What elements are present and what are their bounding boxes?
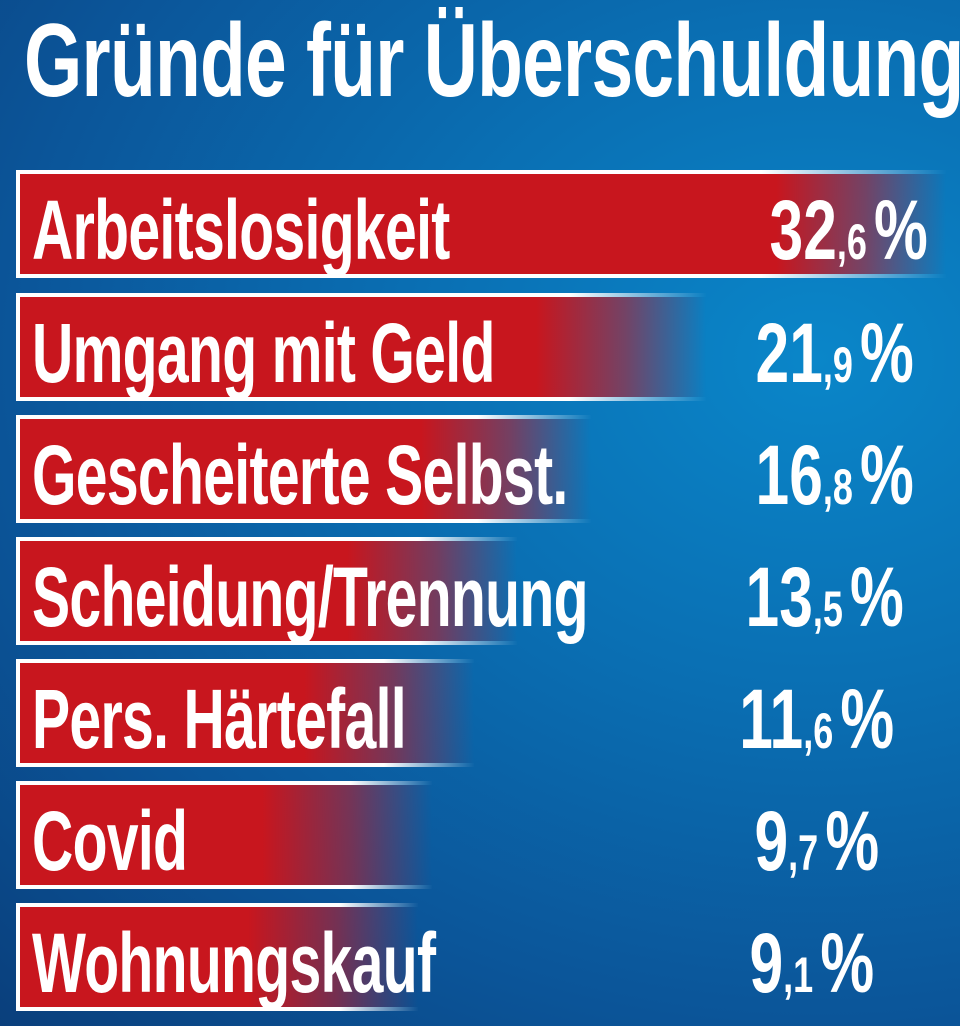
bar-label: Gescheiterte Selbst. <box>32 428 568 522</box>
bar <box>16 903 419 1011</box>
value-dec: ,8 <box>822 459 854 515</box>
value-label: 9,7% <box>754 793 879 890</box>
value-dec: ,1 <box>782 947 814 1003</box>
value-label: 11,6% <box>739 671 894 768</box>
value-label: 21,9% <box>756 305 914 402</box>
value-int: 13 <box>745 550 813 644</box>
bar-label: Arbeitslosigkeit <box>32 183 450 277</box>
bar <box>16 293 706 401</box>
bar <box>16 659 475 767</box>
value-pct: % <box>874 183 928 277</box>
value-int: 11 <box>739 672 803 766</box>
value-int: 9 <box>754 794 788 888</box>
bar-label: Wohnungskauf <box>32 916 436 1010</box>
value-label: 16,8% <box>756 427 914 524</box>
bar-label: Umgang mit Geld <box>32 306 495 400</box>
value-label: 13,5% <box>746 549 904 646</box>
value-pct: % <box>840 672 894 766</box>
bar <box>16 170 946 278</box>
value-label: 32,6% <box>770 182 928 279</box>
value-dec: ,6 <box>836 214 868 270</box>
value-int: 21 <box>755 306 823 400</box>
chart-title: Gründe für Überschuldung <box>24 3 960 119</box>
bar <box>16 537 518 645</box>
value-int: 32 <box>769 183 837 277</box>
value-label: 9,1% <box>749 915 874 1012</box>
bar-label: Pers. Härtefall <box>32 672 407 766</box>
bar-row: Umgang mit Geld 21,9% <box>16 293 944 401</box>
bar-row: Covid 9,7% <box>16 781 944 889</box>
bar-row: Wohnungskauf 9,1% <box>16 903 944 1011</box>
bar-label: Scheidung/Trennung <box>32 550 588 644</box>
value-pct: % <box>860 306 914 400</box>
bar-label: Covid <box>32 794 188 888</box>
bar <box>16 781 432 889</box>
value-dec: ,7 <box>787 825 819 881</box>
value-pct: % <box>850 550 904 644</box>
bar-row: Gescheiterte Selbst. 16,8% <box>16 415 944 523</box>
value-pct: % <box>820 916 874 1010</box>
bar-row: Scheidung/Trennung 13,5% <box>16 537 944 645</box>
value-int: 16 <box>755 428 823 522</box>
bar-row: Arbeitslosigkeit 32,6% <box>16 170 946 279</box>
bar <box>16 415 592 523</box>
bar-row: Pers. Härtefall 11,6% <box>16 659 944 767</box>
value-pct: % <box>825 794 879 888</box>
value-pct: % <box>860 428 914 522</box>
value-dec: ,5 <box>812 581 844 637</box>
value-dec: ,6 <box>802 703 834 759</box>
value-dec: ,9 <box>822 337 854 393</box>
value-int: 9 <box>749 916 783 1010</box>
